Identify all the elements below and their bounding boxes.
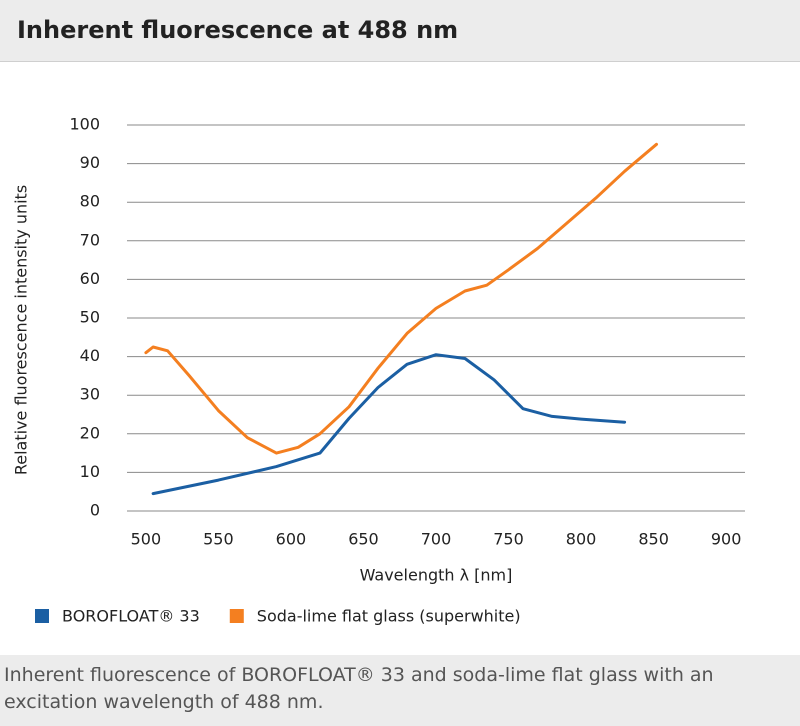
x-tick-label: 500 xyxy=(131,530,162,549)
y-tick-label: 20 xyxy=(80,423,100,442)
legend-swatch xyxy=(229,609,244,623)
legend-label: Soda-lime flat glass (superwhite) xyxy=(257,607,521,626)
y-tick-label: 30 xyxy=(80,385,100,404)
y-tick-label: 70 xyxy=(80,230,100,249)
chart-title: Inherent fluorescence at 488 nm xyxy=(17,16,459,44)
x-tick-label: 550 xyxy=(203,530,234,549)
caption-box: Inherent fluorescence of BOROFLOAT® 33 a… xyxy=(0,655,800,726)
y-tick-label: 60 xyxy=(80,269,100,288)
caption: Inherent fluorescence of BOROFLOAT® 33 a… xyxy=(4,664,714,713)
x-tick-label: 750 xyxy=(493,530,524,549)
header: Inherent fluorescence at 488 nm xyxy=(0,0,800,62)
legend-label: BOROFLOAT® 33 xyxy=(62,607,200,626)
y-axis-label: Relative fluorescence intensity units xyxy=(12,185,31,475)
x-tick-label: 600 xyxy=(276,530,307,549)
x-axis-label: Wavelength λ [nm] xyxy=(360,566,513,585)
y-tick-label: 0 xyxy=(90,501,100,520)
y-tick-label: 40 xyxy=(80,346,100,365)
x-tick-label: 700 xyxy=(421,530,452,549)
line xyxy=(144,142,658,455)
x-tick-label: 900 xyxy=(711,530,742,549)
y-tick-label: 90 xyxy=(80,153,100,172)
y-tick-label: 50 xyxy=(80,308,100,327)
line xyxy=(151,353,627,496)
x-tick-label: 800 xyxy=(566,530,597,549)
chart: Relative fluorescence intensity units Wa… xyxy=(12,115,745,626)
y-tick-label: 80 xyxy=(80,192,100,211)
x-tick-label: 850 xyxy=(638,530,669,549)
y-tick-label: 100 xyxy=(69,115,100,134)
y-tick-label: 10 xyxy=(80,462,100,481)
legend-swatch xyxy=(35,609,49,623)
x-tick-label: 650 xyxy=(348,530,379,549)
